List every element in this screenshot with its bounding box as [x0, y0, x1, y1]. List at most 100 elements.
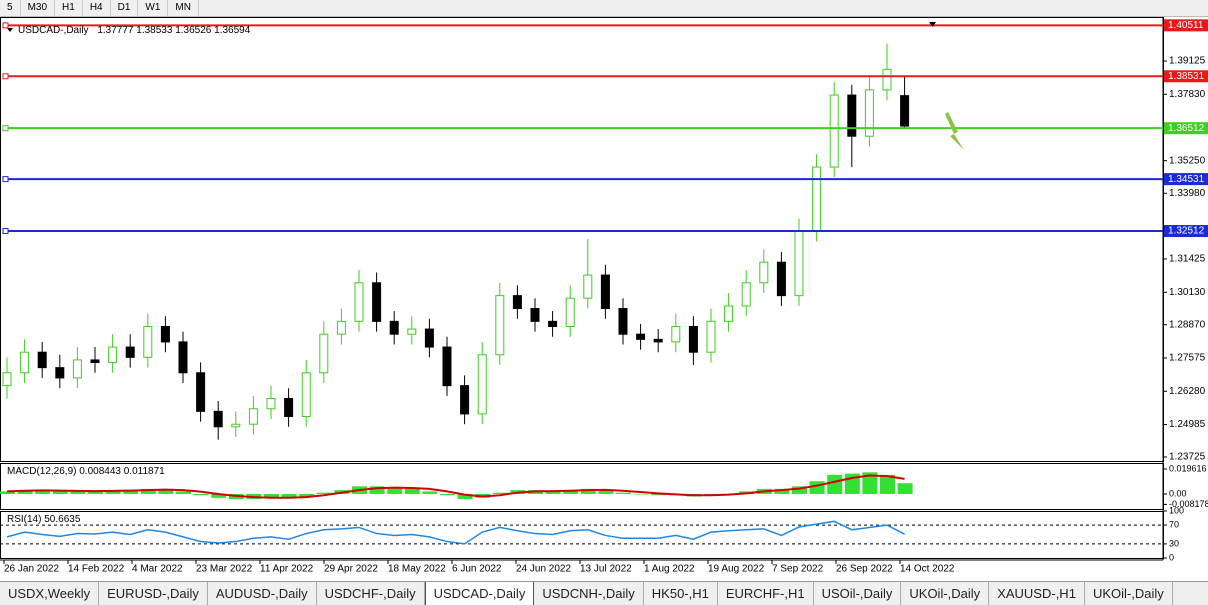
menu-marker: [7, 28, 13, 32]
macd-bar: [193, 493, 209, 496]
timeframe-button[interactable]: MN: [168, 0, 199, 16]
y-tick-label: 1.35250: [1169, 155, 1206, 166]
y-tick-label: 1.24985: [1169, 419, 1206, 430]
candle-body: [812, 166, 822, 232]
chart-tab[interactable]: EURUSD-,Daily: [99, 582, 208, 605]
candle-body: [196, 372, 206, 412]
candle-body: [460, 385, 470, 415]
chart-tab[interactable]: USDX,Weekly: [0, 582, 100, 605]
y-tick-label: 30: [1169, 538, 1179, 548]
y-tick-label: 100: [1169, 505, 1184, 515]
candle-body: [125, 346, 135, 358]
level-label: 1.34531: [1168, 174, 1205, 185]
chart-tab[interactable]: UKOil-,Daily: [1085, 582, 1173, 605]
level-handle: [2, 22, 9, 29]
macd-bar: [387, 487, 403, 494]
rsi-header: RSI(14) 50.6635: [7, 514, 81, 525]
y-tick-label: 0.019616: [1169, 463, 1207, 473]
macd-bar: [616, 492, 631, 494]
macd-bar: [17, 490, 33, 494]
chart-tab[interactable]: HK50-,H1: [644, 582, 718, 605]
level-label: 1.38531: [1168, 71, 1205, 82]
candle-body: [882, 68, 892, 91]
candle-body: [583, 274, 593, 299]
candle-body: [407, 328, 417, 335]
macd-bar: [457, 493, 473, 500]
macd-bar: [158, 488, 174, 494]
candle-body: [495, 295, 505, 356]
candle-body: [477, 354, 487, 415]
candle-body: [90, 359, 100, 363]
macd-bar: [70, 491, 86, 494]
candle-body: [636, 333, 646, 340]
candle-body: [794, 230, 804, 297]
timeframe-button[interactable]: H4: [83, 0, 111, 16]
candle-body: [829, 94, 839, 168]
x-tick-label: 1 Aug 2022: [644, 564, 695, 575]
shift-marker: [929, 22, 936, 27]
candle-body: [336, 320, 346, 335]
header-value: 1.36594: [214, 25, 251, 36]
candle-body: [389, 320, 399, 335]
candle-body: [424, 328, 434, 348]
macd-bar: [492, 492, 508, 494]
candle-body: [72, 359, 82, 379]
macd-bar: [633, 493, 649, 495]
macd-bar: [563, 490, 579, 494]
macd-bar: [809, 481, 825, 494]
chart-tab[interactable]: EURCHF-,H1: [718, 582, 814, 605]
candle-body: [900, 95, 910, 127]
timeframe-button[interactable]: H1: [55, 0, 83, 16]
chart-tab[interactable]: USDCHF-,Daily: [317, 582, 425, 605]
candle-body: [565, 297, 575, 327]
macd-bar: [369, 486, 385, 494]
candle-body: [37, 351, 47, 369]
candle-body: [688, 325, 698, 353]
macd-bar: [88, 491, 103, 494]
y-tick-label: 1.27575: [1169, 353, 1206, 364]
timeframe-button[interactable]: D1: [111, 0, 139, 16]
level-handle: [2, 176, 9, 183]
candle-body: [2, 372, 12, 387]
level-label-box: [1164, 173, 1208, 186]
candle-body: [530, 307, 540, 322]
timeframe-button[interactable]: 5: [0, 0, 21, 16]
macd-bar: [545, 491, 561, 494]
header-value: 0.008443: [79, 466, 121, 477]
y-tick-label: 1.31425: [1169, 254, 1206, 265]
macd-bar: [176, 491, 191, 494]
candle-body: [284, 397, 294, 417]
macd-bar: [827, 474, 843, 494]
y-tick-label: 1.33980: [1169, 188, 1206, 199]
chart-tab[interactable]: XAUUSD-,H1: [989, 582, 1085, 605]
level-label: 1.40511: [1168, 20, 1204, 31]
chart-tab[interactable]: UKOil-,Daily: [901, 582, 990, 605]
y-tick-label: 0.00: [1169, 488, 1187, 498]
candle-body: [706, 320, 716, 353]
x-tick-label: 14 Feb 2022: [68, 564, 125, 575]
chart-header: USDCAD-,Daily 1.37777 1.38533 1.36526 1.…: [18, 25, 251, 36]
chart-tab[interactable]: USDCNH-,Daily: [534, 582, 644, 605]
timeframe-button[interactable]: M30: [21, 0, 56, 16]
macd-bar: [211, 493, 227, 498]
macd-bar: [52, 491, 68, 494]
candle-body: [20, 351, 30, 374]
rsi-line: [6, 520, 905, 545]
timeframe-button[interactable]: W1: [138, 0, 169, 16]
candle-body: [653, 338, 663, 343]
header-value: 1.38533: [136, 25, 173, 36]
candle-body: [741, 282, 751, 307]
level-label: 1.36512: [1168, 123, 1205, 134]
macd-bar: [580, 488, 596, 494]
level-label: 1.32512: [1168, 226, 1205, 237]
x-tick-label: 19 Aug 2022: [708, 564, 765, 575]
chart-tab[interactable]: USOil-,Daily: [814, 582, 902, 605]
candle-body: [55, 367, 65, 379]
level-handle: [2, 125, 9, 132]
chart-tab[interactable]: USDCAD-,Daily: [424, 582, 535, 605]
x-tick-label: 4 Mar 2022: [132, 564, 183, 575]
chart-tab[interactable]: AUDUSD-,Daily: [208, 582, 317, 605]
macd-bar: [792, 486, 807, 494]
macd-bar: [299, 493, 315, 497]
x-tick-label: 26 Sep 2022: [836, 564, 893, 575]
